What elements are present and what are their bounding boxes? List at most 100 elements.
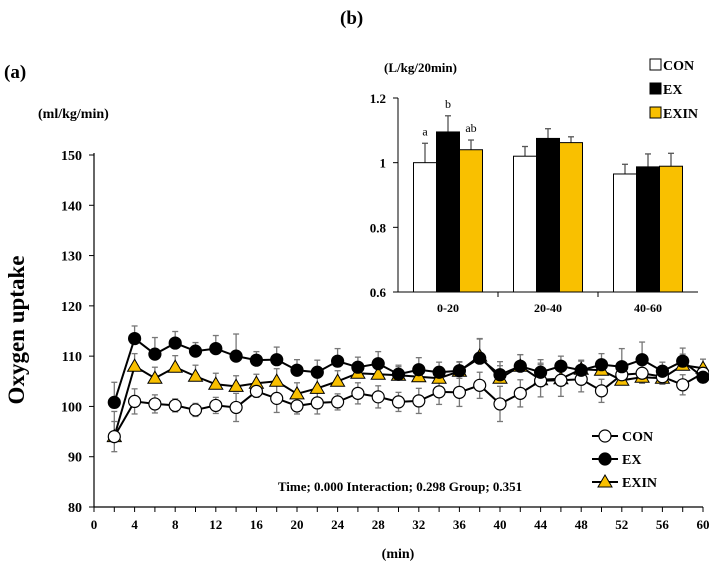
x-tick-label: 4 (131, 517, 138, 532)
marker-con (594, 384, 609, 398)
y-tick-label: 150 (61, 149, 82, 164)
marker-con (432, 385, 446, 399)
main-x-label: (min) (382, 547, 415, 562)
inset-bar-ex (436, 131, 460, 293)
legend-label-con: CON (622, 430, 653, 445)
marker-ex (331, 354, 345, 368)
y-tick-label: 110 (62, 350, 82, 365)
marker-ex (249, 353, 263, 367)
marker-con (473, 378, 487, 392)
marker-ex (554, 359, 568, 373)
series-line-ex (113, 336, 704, 403)
inset-bar-exin (559, 142, 583, 293)
inset-sig-label: b (445, 97, 451, 111)
inset-y-tick-label: 0.8 (370, 220, 387, 235)
x-tick-label: 56 (656, 517, 670, 532)
marker-con (351, 386, 365, 400)
marker-exin (268, 373, 285, 387)
x-tick-label: 44 (534, 517, 548, 532)
marker-ex (391, 367, 406, 381)
marker-con (371, 390, 385, 404)
marker-ex (148, 347, 162, 361)
marker-con (188, 403, 203, 417)
x-tick-label: 16 (250, 517, 264, 532)
main-y-unit: (ml/kg/min) (38, 107, 109, 122)
inset-bar-con (513, 155, 537, 293)
y-tick-label: 130 (61, 250, 82, 265)
inset-x-tick-label: 0-20 (437, 301, 459, 315)
inset-y-tick-label: 1 (380, 156, 387, 171)
marker-con (107, 430, 121, 444)
marker-ex (209, 342, 223, 356)
marker-exin (370, 366, 387, 380)
inset-x-tick-label: 40-60 (634, 301, 662, 315)
marker-ex (128, 331, 142, 346)
marker-exin (126, 358, 143, 372)
marker-exin (147, 370, 163, 384)
marker-ex (533, 365, 548, 379)
marker-con (270, 391, 284, 405)
x-tick-label: 28 (372, 517, 386, 532)
marker-exin (207, 376, 224, 390)
legend-label-ex: EX (622, 453, 641, 468)
marker-exin (187, 368, 204, 382)
marker-ex (432, 365, 446, 379)
marker-ex (310, 365, 324, 379)
marker-exin (289, 385, 305, 400)
inset-bar-con (413, 162, 437, 293)
x-tick-label: 60 (697, 517, 709, 532)
marker-ex (168, 336, 182, 350)
marker-ex (371, 357, 385, 371)
marker-con (209, 398, 223, 413)
marker-con (598, 429, 612, 443)
inset-legend-label-exin: EXIN (663, 107, 698, 122)
marker-con (249, 384, 263, 398)
x-tick-label: 48 (575, 517, 589, 532)
marker-con (310, 396, 324, 410)
marker-ex (107, 395, 121, 410)
marker-con (412, 394, 426, 408)
marker-con (229, 400, 243, 415)
marker-con (391, 395, 406, 409)
marker-ex (229, 349, 243, 363)
marker-con (128, 394, 142, 408)
x-tick-label: 20 (291, 517, 304, 532)
x-tick-label: 40 (494, 517, 507, 532)
panel-a-label: (a) (4, 62, 26, 83)
marker-ex (290, 363, 304, 377)
marker-con (168, 398, 182, 413)
marker-ex (696, 370, 709, 384)
x-tick-label: 0 (91, 517, 98, 532)
marker-ex (615, 360, 629, 374)
marker-exin (167, 359, 184, 373)
marker-ex (493, 368, 507, 382)
marker-con (148, 397, 162, 411)
inset-legend-label-con: CON (663, 59, 694, 74)
inset-bar-con (613, 173, 637, 293)
inset-bar-ex (636, 166, 660, 293)
marker-con (635, 366, 649, 380)
x-tick-label: 52 (615, 517, 628, 532)
series-line-con (113, 372, 704, 438)
inset-legend-swatch-exin (649, 106, 662, 119)
marker-ex (574, 363, 588, 377)
x-tick-label: 32 (412, 517, 425, 532)
marker-con (452, 385, 466, 399)
y-tick-label: 140 (61, 199, 82, 214)
marker-con (676, 378, 690, 392)
main-y-label: Oxygen uptake (4, 256, 29, 405)
inset-y-tick-label: 0.6 (370, 285, 387, 300)
marker-ex (452, 364, 466, 378)
marker-ex (655, 364, 670, 378)
marker-ex (270, 353, 284, 367)
x-tick-label: 36 (453, 517, 467, 532)
x-tick-label: 12 (209, 517, 222, 532)
inset-bar-exin (459, 149, 483, 293)
inset-x-tick-label: 20-40 (534, 301, 562, 315)
marker-ex (594, 358, 609, 372)
marker-ex (635, 353, 649, 367)
inset-legend-label-ex: EX (663, 83, 682, 98)
marker-exin (597, 474, 613, 488)
